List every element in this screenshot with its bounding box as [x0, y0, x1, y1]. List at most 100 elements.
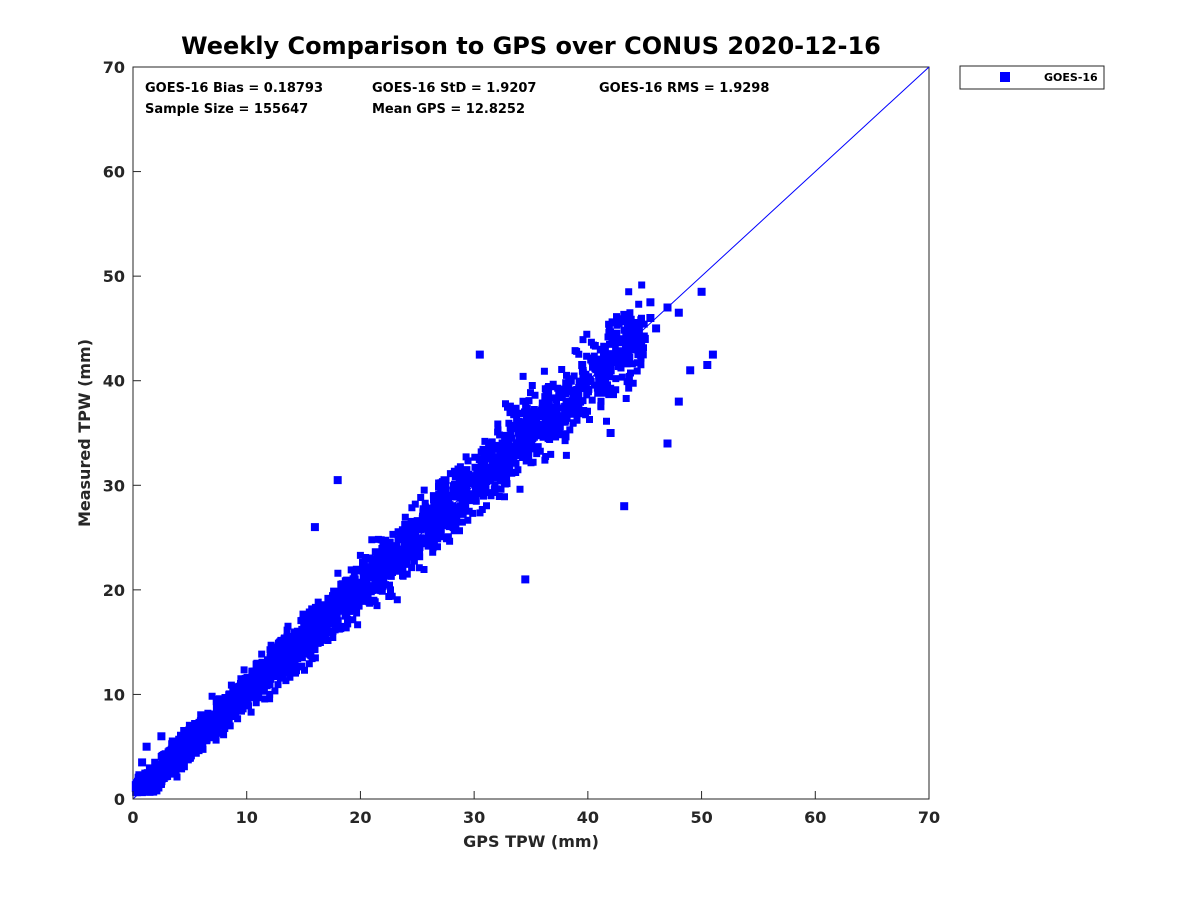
scatter-point	[396, 533, 405, 542]
scatter-point	[635, 334, 643, 343]
scatter-point	[197, 742, 206, 751]
scatter-point	[288, 659, 297, 668]
scatter-point	[703, 361, 712, 369]
scatter-point	[663, 439, 672, 448]
scatter-point	[174, 763, 183, 772]
scatter-point	[146, 768, 155, 777]
scatter-point	[138, 758, 147, 767]
x-tick-label: 10	[236, 808, 258, 827]
stat-mean-gps: Mean GPS = 12.8252	[372, 102, 525, 117]
scatter-point	[390, 564, 399, 573]
scatter-point	[299, 648, 308, 657]
scatter-point	[430, 502, 439, 511]
scatter-point	[646, 298, 655, 307]
stat-std: GOES-16 StD = 1.9207	[372, 81, 536, 96]
scatter-point	[481, 481, 490, 490]
y-tick-label: 30	[103, 476, 125, 495]
scatter-point	[316, 601, 325, 610]
x-tick-label: 30	[463, 808, 485, 827]
scatter-point	[305, 617, 314, 626]
scatter-point	[708, 350, 717, 359]
stat-bias: GOES-16 Bias = 0.18793	[145, 81, 323, 96]
scatter-point	[555, 387, 564, 396]
scatter-point	[142, 742, 151, 751]
scatter-point	[544, 392, 553, 401]
scatter-point	[390, 559, 399, 568]
scatter-point	[132, 784, 141, 793]
scatter-point	[208, 732, 217, 741]
scatter-point	[475, 455, 484, 464]
scatter-point	[453, 481, 462, 490]
scatter-point	[373, 549, 382, 558]
y-tick-label: 50	[103, 267, 125, 286]
scatter-point	[168, 737, 177, 746]
x-tick-label: 60	[804, 808, 826, 827]
scatter-point	[208, 716, 217, 725]
scatter-point	[561, 402, 570, 411]
scatter-point	[157, 732, 166, 741]
x-tick-label: 50	[690, 808, 712, 827]
legend-label-goes16: GOES-16	[1044, 71, 1098, 84]
y-tick-label: 10	[103, 685, 125, 704]
scatter-point	[407, 517, 416, 526]
scatter-point	[458, 502, 467, 511]
scatter-point	[583, 387, 592, 396]
scatter-point	[231, 706, 240, 715]
scatter-point	[401, 554, 410, 563]
chart-title: Weekly Comparison to GPS over CONUS 2020…	[181, 32, 881, 60]
scatter-point	[180, 727, 189, 735]
scatter-point	[248, 669, 257, 678]
scatter-point	[498, 439, 507, 448]
scatter-point	[322, 627, 331, 636]
scatter-point	[231, 711, 240, 720]
legend: GOES-16	[959, 65, 1105, 90]
x-tick-label: 40	[577, 808, 599, 827]
scatter-point	[606, 429, 615, 437]
scatter-point	[328, 596, 336, 605]
scatter-point	[652, 324, 661, 333]
scatter-point	[214, 695, 223, 704]
scatter-point	[237, 680, 245, 688]
scatter-point	[686, 366, 695, 375]
y-tick-label: 20	[103, 581, 125, 600]
scatter-point	[521, 575, 530, 584]
scatter-point	[674, 397, 683, 406]
scatter-point	[487, 449, 496, 458]
scatter-point	[254, 685, 263, 694]
scatter-cloud	[131, 281, 648, 797]
scatter-point	[527, 434, 535, 443]
scatter-point	[646, 314, 655, 322]
stat-sample-size: Sample Size = 155647	[145, 102, 308, 117]
scatter-point	[419, 512, 427, 521]
scatter-point	[197, 711, 206, 720]
scatter-point	[225, 690, 234, 699]
scatter-point	[151, 782, 160, 791]
scatter-point	[424, 533, 433, 542]
scatter-point	[595, 376, 604, 385]
scatter-point	[384, 544, 393, 552]
scatter-point	[134, 774, 143, 783]
legend-box	[959, 65, 1105, 90]
scatter-point	[259, 659, 268, 668]
scatter-point	[572, 397, 581, 406]
x-tick-label: 0	[127, 808, 138, 827]
scatter-point	[151, 763, 160, 772]
scatter-point	[600, 345, 609, 354]
scatter-point	[282, 638, 291, 647]
scatter-point	[527, 439, 535, 448]
scatter-point	[697, 287, 706, 296]
scatter-point	[379, 575, 388, 584]
scatter-point	[509, 423, 518, 432]
scatter-point	[629, 340, 638, 349]
y-tick-label: 40	[103, 372, 125, 391]
scatter-point	[367, 585, 376, 594]
scatter-point	[470, 491, 479, 500]
scatter-point	[174, 758, 183, 767]
axis-ticks: 0 10 20 30 40 50 60 70 0 10 20 30 40 50 60 70	[103, 58, 940, 827]
scatter-point	[339, 580, 348, 589]
scatter-point	[629, 345, 638, 354]
scatter-points	[131, 281, 717, 797]
y-axis-label: Measured TPW (mm)	[75, 339, 94, 527]
